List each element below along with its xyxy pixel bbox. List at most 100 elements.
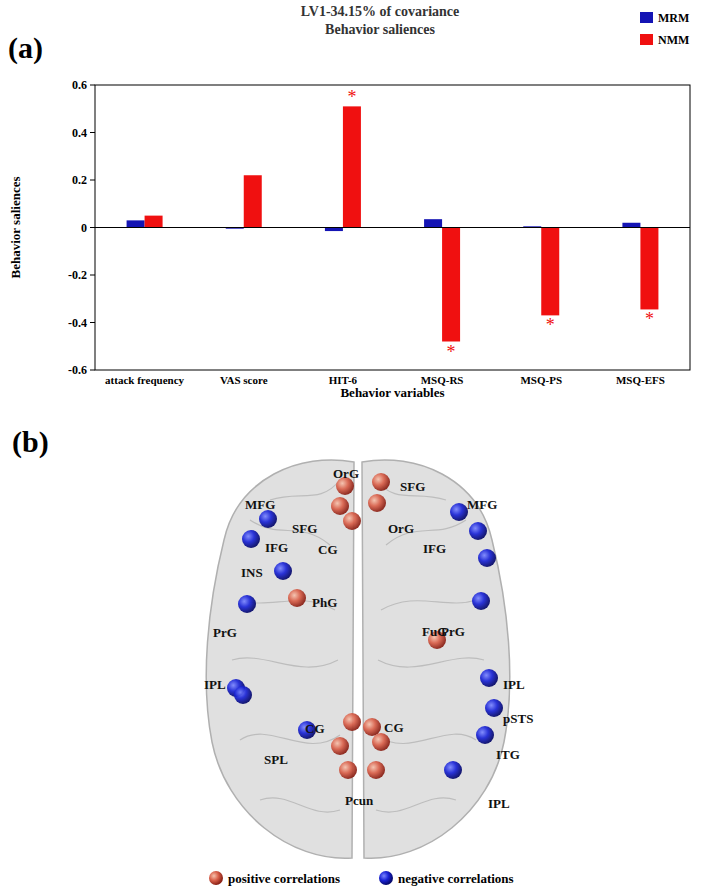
title: LV1-34.15% of covariance bbox=[301, 4, 460, 19]
left-hemisphere bbox=[206, 460, 354, 858]
zero-line bbox=[95, 227, 690, 228]
legend-label: NMM bbox=[658, 33, 689, 47]
brain-node bbox=[343, 713, 361, 731]
significance-mark: * bbox=[347, 87, 356, 107]
brain-node bbox=[331, 497, 349, 515]
node-label: PhG bbox=[312, 595, 337, 610]
y-tick-label: -0.4 bbox=[68, 316, 87, 330]
panel-label: (b) bbox=[12, 425, 49, 459]
brain-node bbox=[478, 549, 496, 567]
bar bbox=[145, 216, 163, 228]
significance-mark: * bbox=[546, 315, 555, 335]
node-label: OrG bbox=[333, 466, 359, 481]
brain-node bbox=[339, 761, 357, 779]
node-label: MFG bbox=[245, 497, 275, 512]
node-label: IPL bbox=[204, 677, 226, 692]
gyrus bbox=[232, 658, 338, 667]
brain-outline bbox=[206, 460, 510, 858]
brain-node bbox=[331, 737, 349, 755]
brain-node bbox=[274, 562, 292, 580]
brain-node bbox=[238, 595, 256, 613]
brain-node bbox=[372, 473, 390, 491]
y-tick bbox=[90, 227, 95, 228]
brain-node bbox=[372, 733, 390, 751]
brain-node bbox=[259, 510, 277, 528]
legend-label: negative correlations bbox=[398, 871, 514, 886]
node-label: OrG bbox=[388, 521, 414, 536]
brain-node bbox=[485, 699, 503, 717]
bars bbox=[127, 106, 659, 341]
gyrus bbox=[376, 734, 476, 743]
figure: (a)LV1-34.15% of covarianceBehavior sali… bbox=[0, 0, 708, 889]
x-axis-label: Behavior variables bbox=[340, 385, 444, 400]
y-tick bbox=[90, 85, 95, 86]
gyrus bbox=[376, 798, 456, 812]
node-label: IFG bbox=[423, 541, 446, 556]
node-label: PrG bbox=[441, 624, 465, 639]
y-tick bbox=[90, 180, 95, 181]
brain-node bbox=[469, 522, 487, 540]
node-label: CG bbox=[318, 542, 338, 557]
y-tick-label: 0.6 bbox=[72, 78, 87, 92]
node-label: IPL bbox=[503, 677, 525, 692]
bar bbox=[640, 228, 658, 310]
brain-node bbox=[480, 669, 498, 687]
bar bbox=[325, 228, 343, 232]
brain-node bbox=[242, 530, 260, 548]
node-label: PrG bbox=[213, 625, 237, 640]
significance-mark: * bbox=[447, 342, 456, 362]
legend-node bbox=[379, 871, 393, 885]
nodes bbox=[227, 473, 503, 779]
y-tick bbox=[90, 132, 95, 133]
gyrus bbox=[260, 798, 340, 812]
gyrus bbox=[378, 658, 484, 667]
brain-node bbox=[343, 512, 361, 530]
subtitle: Behavior saliences bbox=[325, 22, 435, 37]
y-tick-label: 0.4 bbox=[72, 126, 87, 140]
gyrus bbox=[270, 480, 340, 500]
bar bbox=[442, 228, 460, 342]
node-label: SFG bbox=[292, 521, 317, 536]
bar bbox=[424, 219, 442, 227]
right-hemisphere bbox=[362, 460, 510, 858]
x-tick-label: VAS score bbox=[220, 374, 268, 386]
node-label: CG bbox=[305, 721, 325, 736]
x-tick-label: MSQ-PS bbox=[520, 374, 562, 386]
x-tick-label: attack frequency bbox=[105, 374, 184, 386]
bar bbox=[127, 220, 145, 227]
legend-label: positive correlations bbox=[228, 871, 340, 886]
x-tick-label: MSQ-EFS bbox=[616, 374, 665, 386]
significance-mark: * bbox=[645, 309, 654, 329]
plot-frame bbox=[95, 85, 690, 370]
node-label: INS bbox=[241, 565, 263, 580]
brain-node bbox=[368, 494, 386, 512]
bar bbox=[244, 175, 262, 227]
brain-node bbox=[444, 761, 462, 779]
node-label: SPL bbox=[264, 752, 288, 767]
y-tick-label: 0 bbox=[81, 221, 87, 235]
brain-node bbox=[450, 503, 468, 521]
y-tick bbox=[90, 275, 95, 276]
y-tick-label: 0.2 bbox=[72, 173, 87, 187]
bar bbox=[622, 223, 640, 228]
y-axis-label: Behavior saliences bbox=[8, 177, 23, 279]
node-label: pSTS bbox=[503, 711, 533, 726]
legend-label: MRM bbox=[658, 11, 689, 25]
node-label: IPL bbox=[488, 796, 510, 811]
brain-node bbox=[367, 761, 385, 779]
node-label: MFG bbox=[467, 497, 497, 512]
brain-node bbox=[472, 592, 490, 610]
node-label: IFG bbox=[265, 540, 288, 555]
y-tick-label: -0.6 bbox=[68, 363, 87, 377]
gyrus bbox=[381, 600, 476, 610]
y-tick-label: -0.2 bbox=[68, 268, 87, 282]
bar bbox=[541, 228, 559, 316]
legend-node bbox=[209, 871, 223, 885]
brain-node bbox=[234, 686, 252, 704]
brain-node bbox=[476, 726, 494, 744]
y-tick bbox=[90, 322, 95, 323]
y-tick bbox=[90, 370, 95, 371]
node-label: Pcun bbox=[345, 793, 374, 808]
legend-swatch bbox=[640, 34, 653, 45]
bar bbox=[343, 106, 361, 227]
